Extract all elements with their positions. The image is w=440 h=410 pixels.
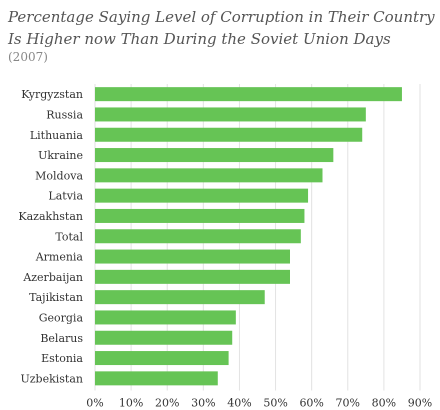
category-label: Latvia	[48, 190, 83, 203]
category-label: Tajikistan	[29, 291, 83, 304]
category-label: Belarus	[40, 332, 83, 345]
bar-lithuania	[95, 127, 363, 142]
x-tick-label: 30%	[191, 397, 215, 410]
category-label: Armenia	[35, 251, 84, 264]
bar-armenia	[95, 249, 290, 264]
category-label: Total	[55, 230, 83, 243]
category-label: Estonia	[41, 352, 83, 365]
bar-tajikistan	[95, 290, 265, 305]
category-label: Kyrgyzstan	[21, 88, 83, 101]
x-tick-label: 60%	[299, 397, 323, 410]
category-label: Kazakhstan	[18, 210, 83, 223]
bar-russia	[95, 107, 366, 122]
bar-estonia	[95, 351, 229, 366]
x-tick-label: 70%	[336, 397, 360, 410]
bar-belarus	[95, 330, 233, 345]
bar-ukraine	[95, 148, 334, 163]
x-tick-label: 10%	[119, 397, 143, 410]
x-tick-label: 90%	[408, 397, 432, 410]
bars	[95, 87, 402, 386]
bar-uzbekistan	[95, 371, 218, 386]
x-tick-label: 50%	[263, 397, 287, 410]
bar-total	[95, 229, 301, 244]
chart-subtitle: (2007)	[8, 50, 48, 64]
category-label: Moldova	[35, 169, 83, 182]
category-labels: Kyrgyzstan Russia Lithuania Ukraine Moldova L…	[18, 88, 83, 385]
bar-georgia	[95, 310, 236, 325]
x-tick-label: 0%	[86, 397, 103, 410]
chart-title: Percentage Saying Level of Corruption in…	[8, 8, 435, 48]
bar-latvia	[95, 188, 309, 203]
category-label: Georgia	[39, 311, 84, 324]
x-tick-label: 20%	[155, 397, 179, 410]
category-label: Uzbekistan	[20, 372, 83, 385]
x-axis-ticks: 0% 10% 20% 30% 40% 50% 60% 70% 80% 90%	[86, 397, 432, 410]
bar-azerbaijan	[95, 269, 290, 284]
category-label: Lithuania	[30, 129, 84, 142]
category-label: Ukraine	[38, 149, 83, 162]
bar-kazakhstan	[95, 208, 305, 223]
x-tick-label: 40%	[227, 397, 251, 410]
x-tick-label: 80%	[372, 397, 396, 410]
bar-moldova	[95, 168, 323, 183]
category-label: Russia	[46, 108, 83, 121]
category-label: Azerbaijan	[22, 271, 83, 284]
bar-kyrgyzstan	[95, 87, 402, 102]
